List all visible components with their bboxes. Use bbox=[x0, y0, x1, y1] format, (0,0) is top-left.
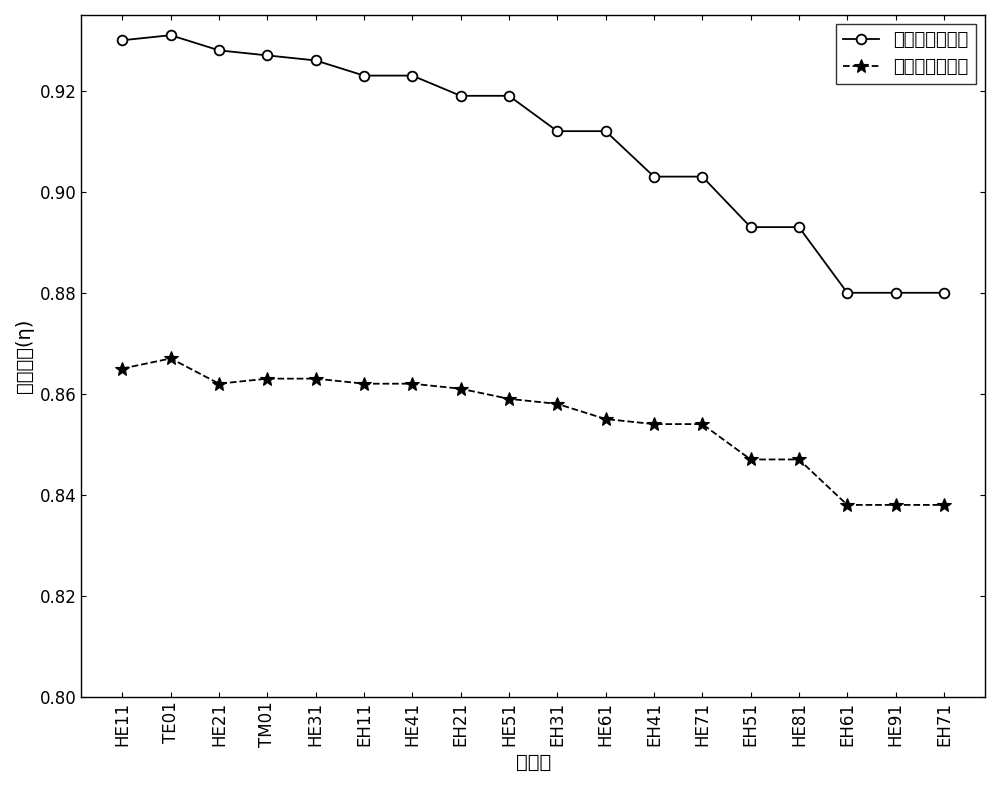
Line: 单阶跳环芯结构: 单阶跳环芯结构 bbox=[115, 352, 951, 512]
单阶跳环芯结构 bbox=[890, 501, 902, 510]
双阶跳环芯结构 bbox=[116, 35, 128, 45]
Line: 双阶跳环芯结构: 双阶跳环芯结构 bbox=[118, 31, 949, 297]
单阶跳环芯结构 bbox=[745, 455, 757, 464]
双阶跳环芯结构 bbox=[841, 288, 853, 297]
单阶跳环芯结构 bbox=[696, 419, 708, 429]
Legend: 双阶跳环芯结构, 单阶跳环芯结构: 双阶跳环芯结构, 单阶跳环芯结构 bbox=[836, 24, 976, 83]
双阶跳环芯结构 bbox=[310, 56, 322, 65]
单阶跳环芯结构 bbox=[165, 353, 177, 363]
双阶跳环芯结构 bbox=[358, 71, 370, 80]
Y-axis label: 模式质量(η): 模式质量(η) bbox=[15, 319, 34, 393]
单阶跳环芯结构 bbox=[600, 414, 612, 423]
双阶跳环芯结构 bbox=[165, 31, 177, 40]
单阶跳环芯结构 bbox=[793, 455, 805, 464]
单阶跳环芯结构 bbox=[938, 501, 950, 510]
双阶跳环芯结构 bbox=[213, 46, 225, 55]
双阶跳环芯结构 bbox=[455, 91, 467, 101]
单阶跳环芯结构 bbox=[648, 419, 660, 429]
单阶跳环芯结构 bbox=[406, 379, 418, 389]
双阶跳环芯结构 bbox=[890, 288, 902, 297]
单阶跳环芯结构 bbox=[551, 399, 563, 408]
单阶跳环芯结构 bbox=[841, 501, 853, 510]
单阶跳环芯结构 bbox=[455, 384, 467, 394]
单阶跳环芯结构 bbox=[358, 379, 370, 389]
X-axis label: 矢量模: 矢量模 bbox=[516, 753, 551, 772]
单阶跳环芯结构 bbox=[116, 364, 128, 373]
单阶跳环芯结构 bbox=[261, 374, 273, 383]
单阶跳环芯结构 bbox=[310, 374, 322, 383]
双阶跳环芯结构 bbox=[793, 223, 805, 232]
双阶跳环芯结构 bbox=[261, 50, 273, 60]
双阶跳环芯结构 bbox=[696, 172, 708, 181]
单阶跳环芯结构 bbox=[503, 394, 515, 404]
双阶跳环芯结构 bbox=[745, 223, 757, 232]
双阶跳环芯结构 bbox=[600, 127, 612, 136]
单阶跳环芯结构 bbox=[213, 379, 225, 389]
双阶跳环芯结构 bbox=[551, 127, 563, 136]
双阶跳环芯结构 bbox=[648, 172, 660, 181]
双阶跳环芯结构 bbox=[938, 288, 950, 297]
双阶跳环芯结构 bbox=[503, 91, 515, 101]
双阶跳环芯结构 bbox=[406, 71, 418, 80]
